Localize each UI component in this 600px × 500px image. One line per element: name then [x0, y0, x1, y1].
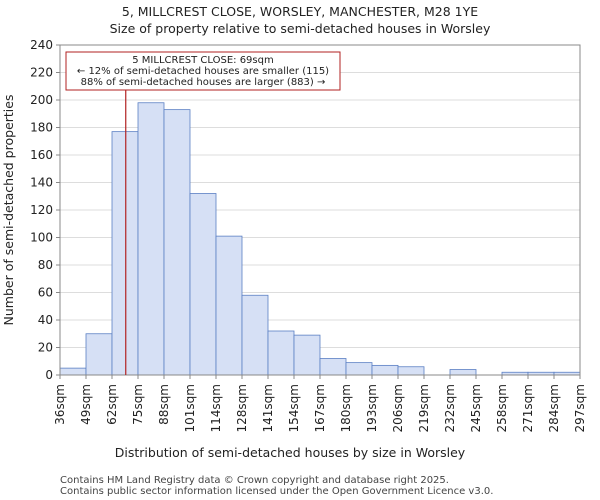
chart-title-line1: 5, MILLCREST CLOSE, WORSLEY, MANCHESTER,…: [122, 4, 478, 19]
x-axis-ticks: 36sqm 49sqm 62sqm 75sqm 88sqm 101sqm 114sqm 128…: [53, 375, 587, 432]
x-tick-label: 36sqm: [53, 384, 67, 425]
x-tick-label: 219sqm: [417, 384, 431, 432]
x-tick-label: 88sqm: [157, 384, 171, 425]
histogram-bar: [189, 193, 217, 376]
y-tick-label: 100: [30, 231, 53, 245]
histogram-bar: [85, 333, 113, 376]
histogram-bar: [345, 362, 373, 376]
x-tick-label: 75sqm: [131, 384, 145, 425]
y-tick-label: 20: [38, 341, 53, 355]
x-tick-label: 167sqm: [313, 384, 327, 432]
histogram-bar: [449, 369, 477, 376]
x-tick-label: 284sqm: [547, 384, 561, 432]
x-tick-label: 245sqm: [469, 384, 483, 432]
y-tick-label: 0: [45, 368, 53, 382]
y-tick-label: 240: [30, 38, 53, 52]
chart-title-line2: Size of property relative to semi-detach…: [110, 21, 491, 36]
histogram-bar: [111, 131, 139, 376]
x-tick-label: 271sqm: [521, 384, 535, 432]
plot-frame: [59, 44, 581, 376]
y-tick-label: 160: [30, 148, 53, 162]
x-tick-label: 154sqm: [287, 384, 301, 432]
y-axis-label: Number of semi-detached properties: [1, 95, 16, 326]
x-tick-label: 114sqm: [209, 384, 223, 432]
annotation-line1: 5 MILLCREST CLOSE: 69sqm: [132, 55, 273, 66]
y-tick-label: 140: [30, 176, 53, 190]
histogram-bar: [371, 364, 399, 376]
histogram-bar: [163, 109, 191, 376]
footer-line2: Contains public sector information licen…: [60, 486, 493, 497]
histogram-bar: [137, 102, 165, 376]
y-tick-label: 60: [38, 286, 53, 300]
histogram-bar: [267, 330, 295, 376]
y-axis-ticks: 0 20 40 60 80 100 120 140 160 180 200 220 240: [30, 38, 60, 382]
y-tick-label: 220: [30, 66, 53, 80]
x-tick-label: 62sqm: [105, 384, 119, 425]
x-tick-label: 297sqm: [573, 384, 587, 432]
annotation-line3: 88% of semi-detached houses are larger (…: [81, 77, 326, 88]
x-tick-label: 128sqm: [235, 384, 249, 432]
y-tick-label: 80: [38, 258, 53, 272]
x-tick-label: 141sqm: [261, 384, 275, 432]
histogram-bar: [293, 334, 321, 376]
x-tick-label: 258sqm: [495, 384, 509, 432]
x-tick-label: 101sqm: [183, 384, 197, 432]
x-tick-label: 49sqm: [79, 384, 93, 425]
x-tick-label: 232sqm: [443, 384, 457, 432]
y-tick-label: 200: [30, 93, 53, 107]
x-tick-label: 193sqm: [365, 384, 379, 432]
y-tick-label: 40: [38, 313, 53, 327]
x-tick-label: 206sqm: [391, 384, 405, 432]
annotation-line2: ← 12% of semi-detached houses are smalle…: [77, 66, 329, 77]
y-tick-label: 180: [30, 121, 53, 135]
footer-line1: Contains HM Land Registry data © Crown c…: [60, 475, 449, 486]
histogram-bar: [241, 294, 269, 376]
histogram-bar: [319, 358, 347, 376]
bars: [59, 102, 581, 376]
x-axis-label: Distribution of semi-detached houses by …: [115, 445, 466, 460]
histogram-bar: [397, 366, 425, 376]
histogram-bar: [59, 367, 87, 376]
x-tick-label: 180sqm: [339, 384, 353, 432]
annotation-box: [65, 51, 341, 91]
y-tick-label: 120: [30, 203, 53, 217]
histogram-bar: [215, 235, 243, 376]
